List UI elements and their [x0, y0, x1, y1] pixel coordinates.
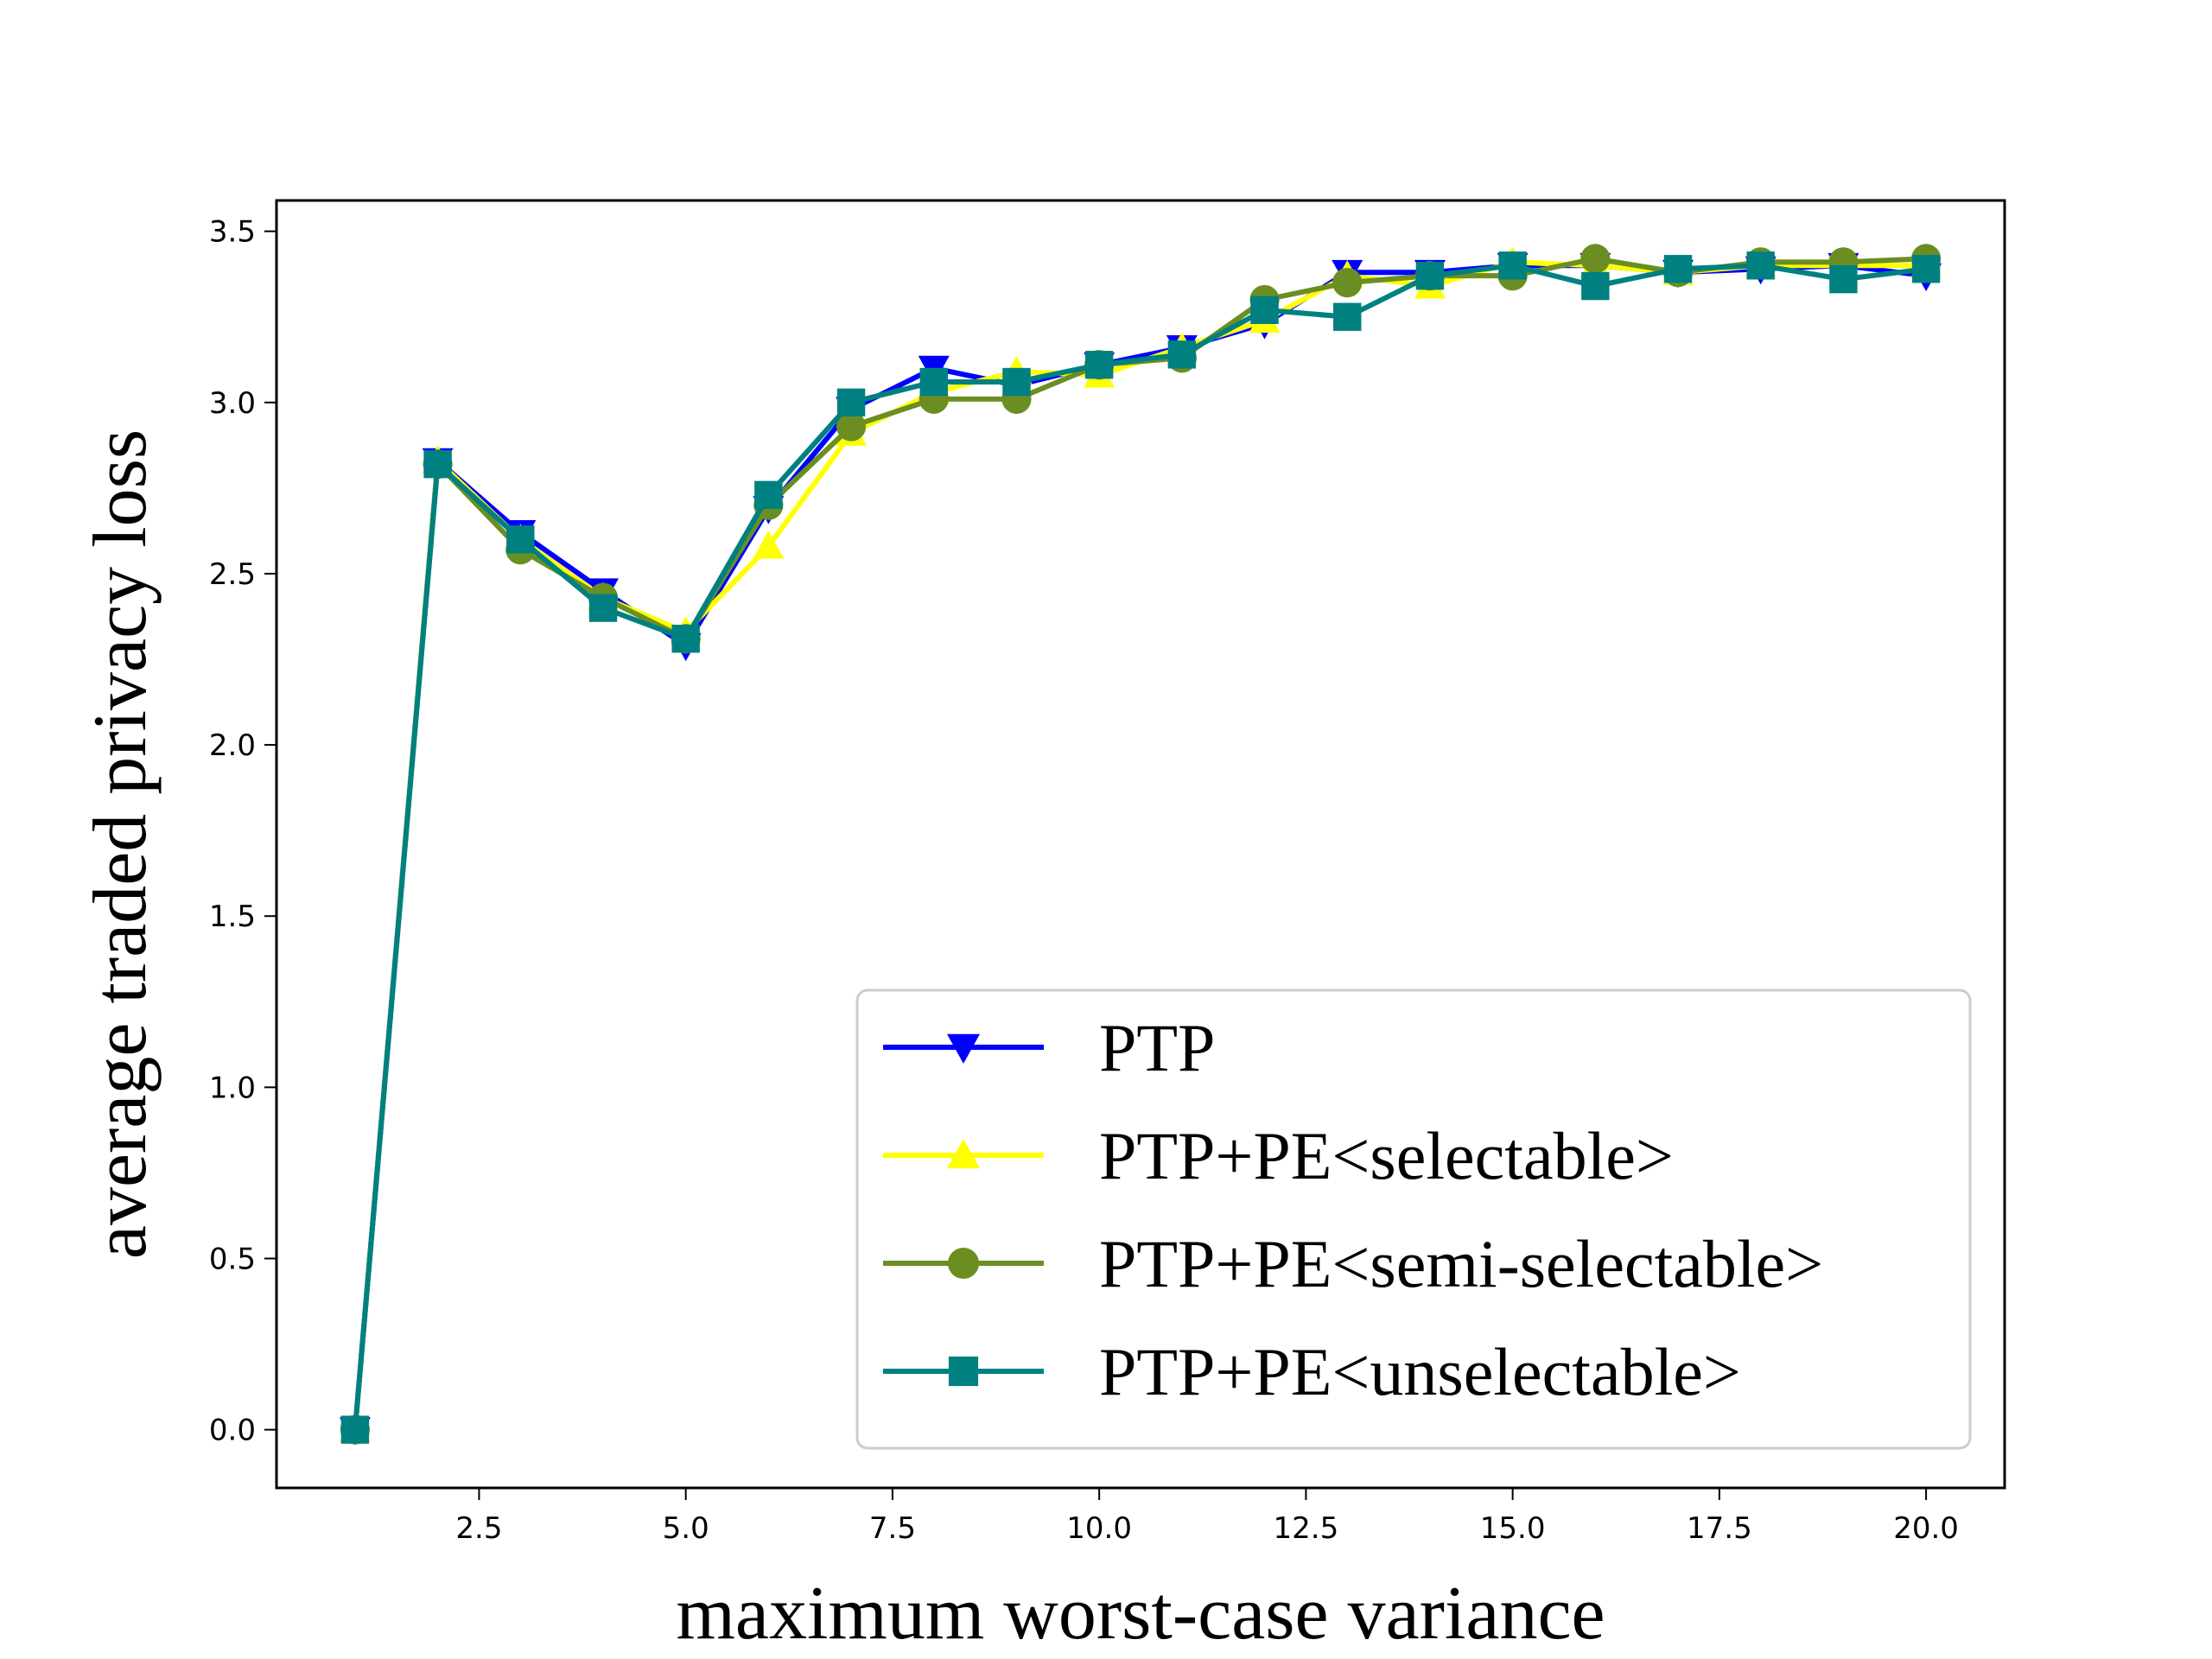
data-point — [1333, 302, 1362, 331]
series-layer — [339, 244, 1942, 1446]
y-tick-label: 3.0 — [209, 386, 256, 421]
data-point — [588, 594, 618, 622]
data-point — [836, 388, 866, 417]
y-tick-label: 2.0 — [209, 728, 256, 763]
data-point — [1002, 367, 1031, 397]
legend: PTP PTP+PE<selectable> PTP+PE<semi-selecta… — [855, 988, 1972, 1450]
x-tick-label: 7.5 — [869, 1511, 916, 1546]
x-tick-label: 20.0 — [1893, 1511, 1959, 1546]
data-point — [1415, 261, 1445, 290]
data-point — [1580, 244, 1611, 274]
data-point — [754, 480, 783, 509]
series-3 — [340, 251, 1941, 1444]
y-tick-label: 1.5 — [209, 899, 256, 934]
x-tick-label: 5.0 — [663, 1511, 709, 1546]
legend-label: PTP+PE<semi-selectable> — [1099, 1226, 1823, 1301]
data-point — [1829, 264, 1858, 294]
data-point — [1911, 255, 1941, 283]
legend-item: PTP+PE<semi-selectable> — [883, 1226, 1823, 1301]
x-axis-ticks: 2.5 5.0 7.5 10.0 12.5 15.0 17.5 20.0 — [455, 1488, 1959, 1546]
legend-marker — [947, 1247, 980, 1280]
data-point — [1663, 255, 1693, 283]
data-point — [506, 525, 535, 554]
y-axis-title: average traded privacy loss — [79, 429, 162, 1259]
data-point — [753, 531, 785, 559]
legend-label: PTP — [1099, 1010, 1215, 1085]
x-tick-label: 12.5 — [1274, 1511, 1339, 1546]
y-tick-label: 0.0 — [209, 1414, 256, 1448]
x-tick-label: 15.0 — [1480, 1511, 1546, 1546]
legend-marker — [947, 1033, 980, 1064]
data-point — [1332, 268, 1363, 298]
data-point — [1581, 271, 1610, 301]
y-axis-ticks: 0.0 0.5 1.0 1.5 2.0 2.5 3.0 3.5 — [209, 215, 276, 1448]
data-point — [340, 1415, 370, 1444]
legend-frame — [855, 988, 1972, 1450]
y-tick-label: 1.0 — [209, 1071, 256, 1105]
data-point — [1498, 251, 1527, 280]
data-point — [1167, 340, 1197, 369]
legend-item: PTP+PE<selectable> — [883, 1118, 1674, 1193]
data-point — [836, 411, 867, 442]
legend-marker — [947, 1139, 980, 1169]
x-tick-label: 17.5 — [1687, 1511, 1752, 1546]
legend-marker — [948, 1356, 979, 1387]
y-tick-label: 3.5 — [209, 215, 256, 250]
y-tick-label: 0.5 — [209, 1242, 256, 1276]
x-axis-title: maximum worst-case variance — [676, 1572, 1605, 1656]
x-tick-label: 2.5 — [455, 1511, 502, 1546]
plot-frame — [275, 199, 2006, 1490]
data-point — [671, 625, 700, 653]
legend-label: PTP+PE<selectable> — [1099, 1118, 1674, 1193]
y-tick-label: 2.5 — [209, 557, 256, 592]
legend-label: PTP+PE<unselectable> — [1099, 1334, 1741, 1409]
data-point — [1250, 296, 1279, 325]
legend-item: PTP — [883, 1010, 1215, 1085]
data-point — [1746, 251, 1775, 280]
data-point — [1084, 351, 1114, 379]
legend-item: PTP+PE<unselectable> — [883, 1334, 1741, 1409]
x-tick-label: 10.0 — [1066, 1511, 1132, 1546]
data-point — [919, 367, 948, 397]
data-point — [423, 449, 452, 479]
